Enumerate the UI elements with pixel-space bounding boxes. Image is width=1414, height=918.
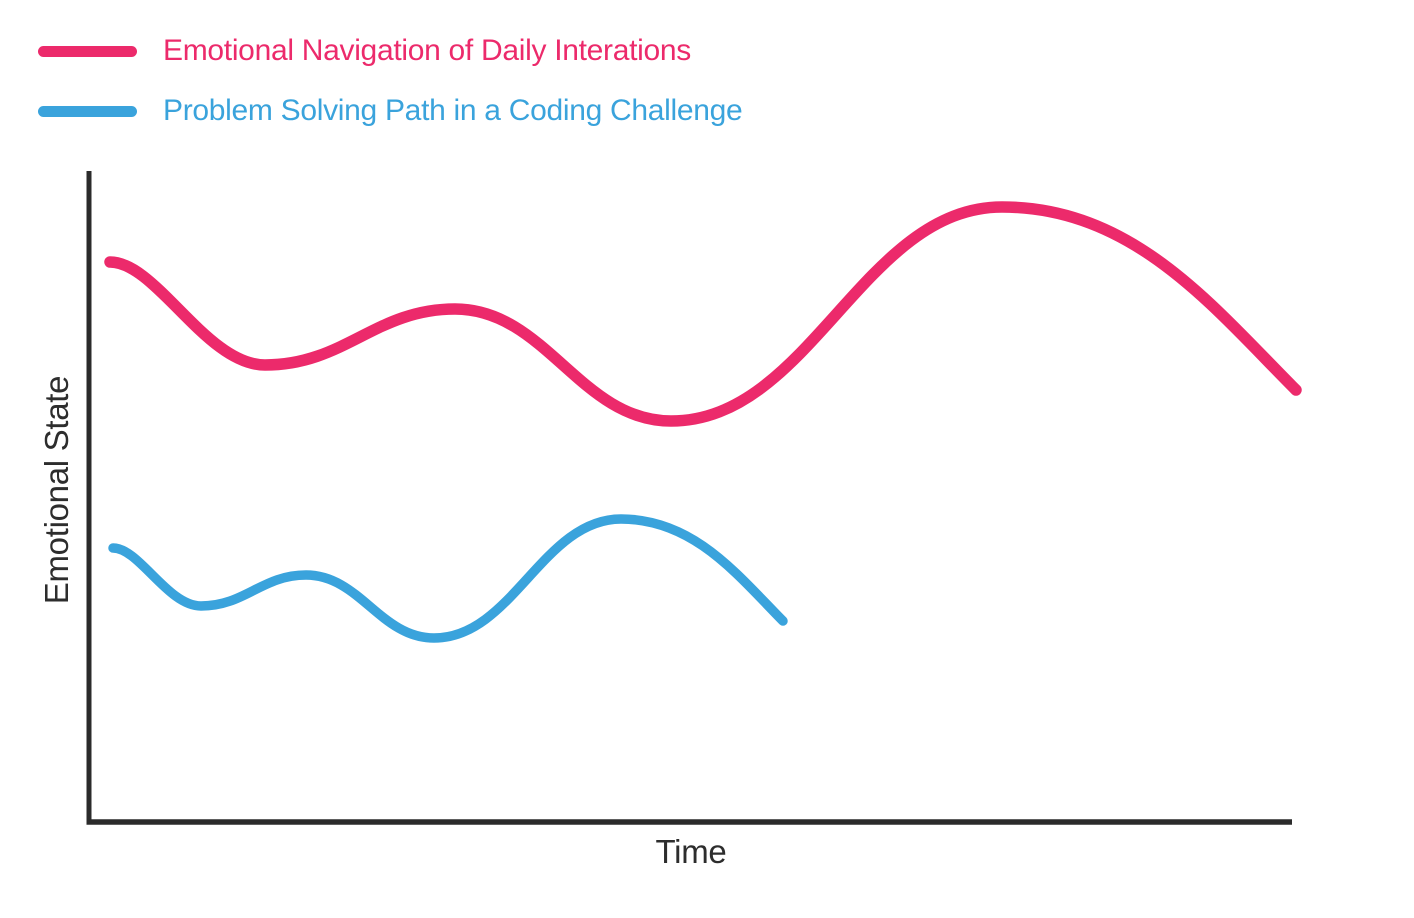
series-line-coding-challenge [108, 514, 788, 643]
legend-item-coding-challenge: Problem Solving Path in a Coding Challen… [38, 93, 743, 129]
legend-label-coding-challenge: Problem Solving Path in a Coding Challen… [163, 94, 743, 127]
legend-label-daily-interactions: Emotional Navigation of Daily Interation… [163, 34, 691, 67]
y-axis-label: Emotional State [38, 375, 75, 605]
x-axis-label: Time [655, 833, 727, 870]
legend-item-daily-interactions: Emotional Navigation of Daily Interation… [38, 33, 742, 69]
legend-swatch-pink [38, 45, 137, 57]
legend-swatch-blue [38, 105, 137, 117]
legend: Emotional Navigation of Daily Interation… [38, 33, 743, 129]
series-line-daily-interactions [104, 201, 1302, 427]
